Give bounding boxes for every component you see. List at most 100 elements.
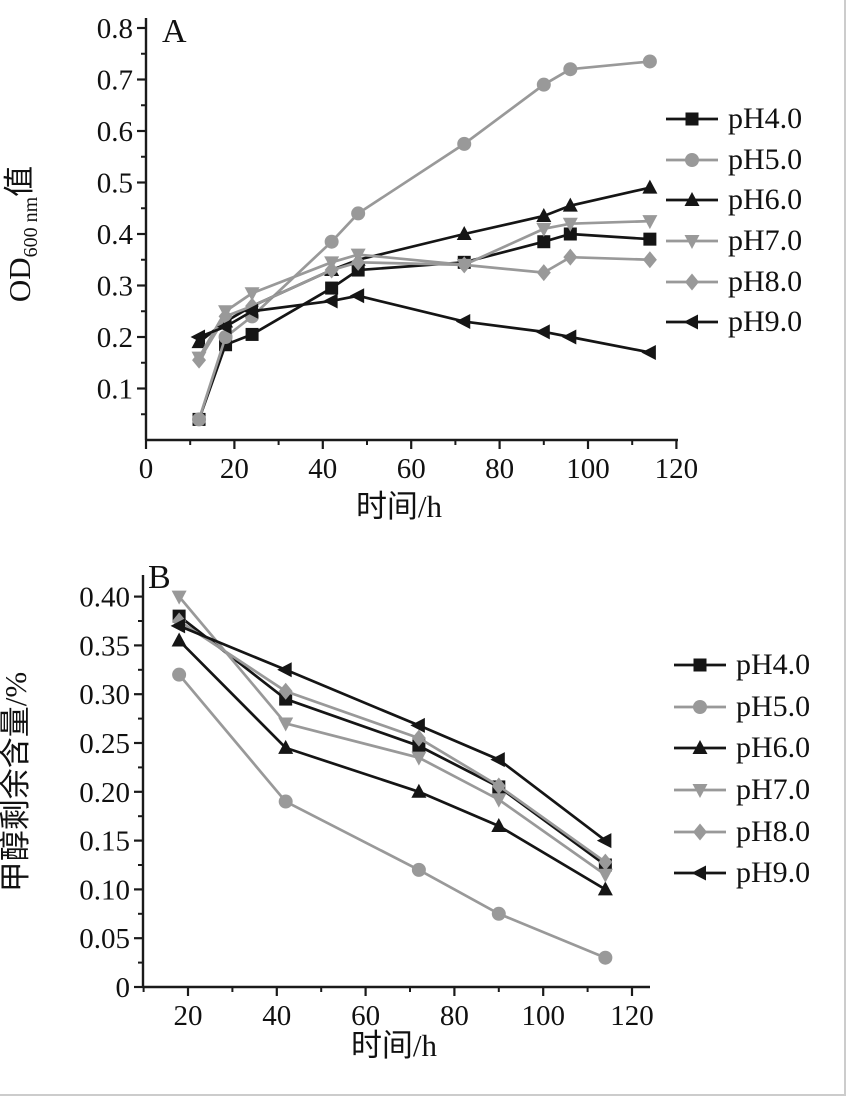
data-point-pH5.0 (172, 667, 187, 682)
data-point-pH9.0 (410, 717, 425, 733)
series-pH8.0 (172, 612, 613, 871)
chart-b-methanol-residual: 20 40 60 80 100 120 0 0.05 0.10 0.15 0.20 0.25 0.30 0… (0, 559, 654, 1063)
legend-chart-a: pH4.0 pH5.0 pH6.0 pH7.0 pH8.0 pH9.0 (664, 99, 802, 343)
x-tick-label: 20 (220, 453, 249, 485)
x-tick-label: 20 (174, 1000, 203, 1032)
y-tick-label: 0.2 (97, 322, 133, 354)
data-point-pH9.0 (535, 324, 550, 340)
legend-marker-pH5.0 (685, 152, 699, 167)
series-line-pH6.0 (178, 639, 607, 891)
legend-b-label-ph6: pH6.0 (736, 731, 811, 765)
legend-b-item-ph4: pH4.0 (672, 644, 810, 686)
legend-a-label-ph9: pH9.0 (728, 305, 803, 339)
data-point-pH8.0 (192, 351, 207, 369)
legend-key-square-icon (666, 112, 718, 126)
x-tick-label: 40 (308, 453, 337, 485)
legend-key-square-icon (674, 658, 726, 672)
legend-a-item-ph8: pH8.0 (664, 261, 802, 302)
x-tick-label: 60 (397, 453, 426, 485)
legend-a-label-ph8: pH8.0 (728, 264, 803, 298)
data-point-pH6.0 (642, 179, 658, 194)
series-pH5.0 (172, 667, 613, 965)
x-axis-title: 时间/h (351, 1028, 438, 1063)
data-point-pH6.0 (456, 226, 472, 240)
data-point-pH5.0 (642, 54, 657, 69)
legend-key-triangle-left-icon (674, 865, 726, 881)
data-point-pH4.0 (537, 235, 551, 249)
legend-marker-pH9.0 (683, 314, 698, 330)
data-point-pH6.0 (597, 881, 613, 896)
data-point-pH7.0 (171, 590, 187, 605)
legend-b-item-ph6: pH6.0 (672, 727, 810, 769)
legend-marker-pH4.0 (685, 112, 699, 126)
y-tick-label: 0.05 (79, 923, 130, 955)
data-point-pH8.0 (563, 248, 578, 266)
y-tick-label: 0 (116, 972, 131, 1004)
legend-chart-b: pH4.0 pH5.0 pH6.0 pH7.0 pH8.0 pH9.0 (672, 644, 810, 894)
y-tick-label: 0.1 (97, 374, 133, 406)
legend-marker-pH4.0 (693, 658, 707, 672)
series-pH9.0 (190, 288, 656, 360)
x-tick-label: 0 (139, 453, 154, 485)
legend-b-item-ph8: pH8.0 (672, 811, 810, 853)
legend-a-label-ph4: pH4.0 (728, 102, 803, 136)
data-point-pH4.0 (325, 281, 339, 295)
data-point-pH7.0 (597, 868, 613, 883)
data-point-pH6.0 (491, 817, 507, 832)
panel-letter: B (148, 559, 171, 596)
y-tick-label: 0.40 (79, 582, 130, 614)
y-tick-label: 0.30 (79, 679, 130, 711)
data-point-pH8.0 (324, 261, 339, 279)
series-pH7.0 (191, 215, 658, 366)
legend-key-triangle-up-icon (674, 740, 726, 755)
legend-marker-pH8.0 (693, 823, 707, 841)
y-tick-label: 0.3 (97, 271, 133, 303)
legend-b-item-ph9: pH9.0 (672, 852, 810, 894)
panel-letter: A (162, 13, 187, 50)
x-tick-label: 120 (610, 1000, 654, 1032)
x-tick-label: 100 (521, 1000, 565, 1032)
legend-b-label-ph5: pH5.0 (736, 689, 811, 723)
data-point-pH6.0 (411, 783, 427, 798)
data-point-pH6.0 (278, 739, 294, 754)
legend-marker-pH6.0 (692, 740, 708, 755)
x-tick-label: 80 (485, 453, 514, 485)
legend-key-triangle-up-icon (666, 192, 718, 207)
data-point-pH9.0 (349, 288, 365, 304)
data-point-pH6.0 (171, 632, 187, 647)
data-point-pH8.0 (536, 264, 551, 282)
legend-key-circle-icon (674, 699, 726, 714)
series-line-pH7.0 (197, 219, 650, 359)
legend-marker-pH7.0 (692, 783, 708, 798)
data-point-pH8.0 (642, 251, 657, 269)
y-tick-label: 0.5 (97, 168, 133, 200)
legend-key-triangle-left-icon (666, 314, 718, 330)
series-line-pH9.0 (178, 624, 607, 842)
data-point-pH5.0 (218, 330, 233, 344)
series-line-pH5.0 (197, 60, 651, 420)
data-point-pH4.0 (563, 227, 577, 241)
data-point-pH5.0 (411, 862, 426, 877)
legend-b-label-ph8: pH8.0 (736, 814, 811, 848)
x-tick-label: 40 (262, 1000, 291, 1032)
legend-a-item-ph4: pH4.0 (664, 99, 802, 140)
x-tick-label: 80 (440, 1000, 469, 1032)
data-point-pH9.0 (490, 752, 505, 768)
legend-marker-pH6.0 (684, 192, 700, 207)
data-point-pH9.0 (243, 303, 259, 319)
legend-b-label-ph4: pH4.0 (736, 647, 811, 681)
y-tick-label: 0.25 (79, 728, 130, 760)
data-point-pH5.0 (536, 77, 551, 92)
data-point-pH5.0 (192, 412, 207, 427)
data-point-pH9.0 (455, 314, 471, 330)
legend-key-diamond-icon (666, 273, 718, 291)
data-point-pH5.0 (324, 234, 339, 249)
legend-key-triangle-down-icon (666, 235, 718, 250)
legend-marker-pH7.0 (684, 235, 700, 250)
chart-a-growth-curves: 0 20 40 60 80 100 120 0.1 0.2 0.3 0.4 0.5 0.6 0.7 0.8 A… (2, 13, 698, 524)
y-axis-title: OD600 nm值 (2, 166, 42, 302)
y-tick-label: 0.10 (79, 874, 130, 906)
legend-b-label-ph9: pH9.0 (736, 856, 811, 890)
data-point-pH7.0 (244, 287, 260, 302)
legend-a-item-ph9: pH9.0 (664, 302, 802, 343)
